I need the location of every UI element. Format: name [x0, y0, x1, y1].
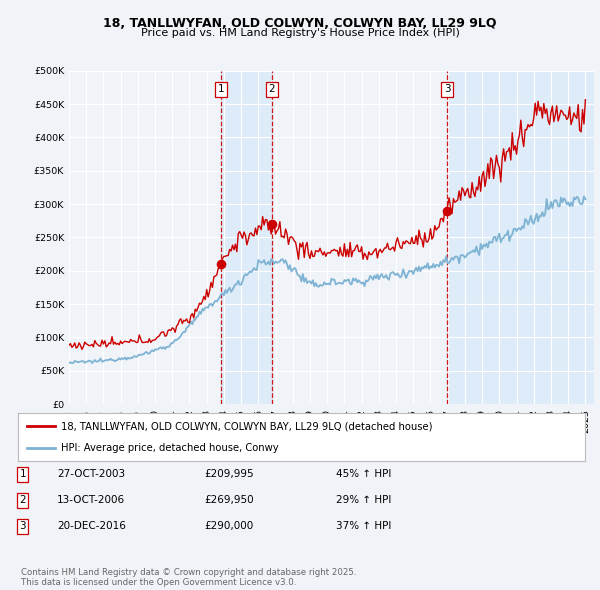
Text: 2: 2: [268, 84, 275, 94]
Text: 2: 2: [19, 496, 26, 505]
Text: 3: 3: [444, 84, 451, 94]
Point: [216, 260, 226, 269]
Text: 18, TANLLWYFAN, OLD COLWYN, COLWYN BAY, LL29 9LQ: 18, TANLLWYFAN, OLD COLWYN, COLWYN BAY, …: [103, 17, 497, 30]
Text: 1: 1: [218, 84, 224, 94]
Text: 37% ↑ HPI: 37% ↑ HPI: [336, 522, 391, 531]
Bar: [221, 71, 272, 404]
Text: £209,995: £209,995: [204, 470, 254, 479]
Point: [267, 219, 277, 229]
Text: 1: 1: [19, 470, 26, 479]
Text: Contains HM Land Registry data © Crown copyright and database right 2025.
This d: Contains HM Land Registry data © Crown c…: [21, 568, 356, 587]
Text: 3: 3: [19, 522, 26, 531]
Text: 29% ↑ HPI: 29% ↑ HPI: [336, 496, 391, 505]
Text: £290,000: £290,000: [204, 522, 253, 531]
Bar: [447, 71, 594, 404]
Point: [442, 206, 452, 215]
Text: 27-OCT-2003: 27-OCT-2003: [57, 470, 125, 479]
Text: Price paid vs. HM Land Registry's House Price Index (HPI): Price paid vs. HM Land Registry's House …: [140, 28, 460, 38]
Text: HPI: Average price, detached house, Conwy: HPI: Average price, detached house, Conw…: [61, 443, 278, 453]
Text: £269,950: £269,950: [204, 496, 254, 505]
Text: 18, TANLLWYFAN, OLD COLWYN, COLWYN BAY, LL29 9LQ (detached house): 18, TANLLWYFAN, OLD COLWYN, COLWYN BAY, …: [61, 421, 432, 431]
Text: 20-DEC-2016: 20-DEC-2016: [57, 522, 126, 531]
Text: 13-OCT-2006: 13-OCT-2006: [57, 496, 125, 505]
Text: 45% ↑ HPI: 45% ↑ HPI: [336, 470, 391, 479]
